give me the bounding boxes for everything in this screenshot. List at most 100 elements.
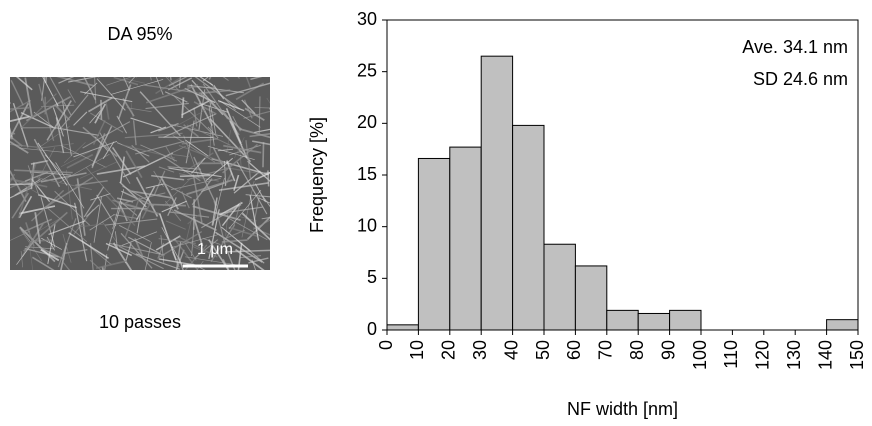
fiber [109,242,165,256]
fiber [225,249,270,253]
fiber [141,202,151,219]
bar [669,309,702,331]
fiber [205,157,233,181]
fiber [10,170,27,203]
fiber [11,192,29,219]
y-axis-title: Frequency [%] [307,117,327,233]
fiber [132,120,137,146]
fiber [226,129,231,154]
x-tick-label: 120 [753,340,773,370]
fiber [93,196,102,243]
fiber [213,200,227,249]
fiber [73,111,88,126]
fiber [24,247,59,258]
fiber [116,115,128,134]
fiber [241,181,255,238]
fiber [83,186,105,218]
fiber [10,173,16,184]
fiber [226,160,236,182]
fiber [184,242,197,261]
fiber [179,173,219,182]
fiber [186,124,231,146]
fiber [37,77,39,78]
fiber [112,242,133,270]
fiber [144,242,152,270]
fiber [41,77,46,101]
fiber [101,266,104,270]
x-tick-label: 30 [470,340,490,360]
fiber [161,200,187,213]
x-tick-label: 90 [658,340,678,360]
image-title: DA 95% [107,24,172,44]
fiber [14,169,73,174]
fiber [165,146,176,162]
fiber [122,77,131,91]
fiber [209,118,252,163]
fiber [219,201,243,216]
fiber [48,220,86,235]
bar [417,157,451,331]
fiber [220,226,251,252]
fiber [264,172,270,174]
fiber [237,242,243,270]
fiber [202,237,221,245]
y-tick-label: 20 [357,112,377,132]
image-caption: 10 passes [99,312,181,332]
fiber [96,78,126,111]
fiber [241,99,256,115]
fiber [130,117,162,129]
fiber [139,91,181,137]
fiber [23,211,68,252]
fiber [213,84,225,100]
fiber [160,145,186,159]
fiber [191,157,206,174]
fiber [20,93,57,129]
fiber [54,104,71,121]
fiber [55,162,85,209]
fiber [32,256,55,270]
fiber [218,182,270,191]
fiber [10,187,33,199]
fiber [140,144,178,162]
fiber [95,260,128,270]
fiber [83,77,97,101]
fiber [24,171,49,182]
fiber [207,126,219,139]
fibers [10,77,270,270]
fiber [212,177,225,226]
fiber [135,186,156,221]
fiber [222,143,259,174]
fiber [12,102,29,148]
fiber [225,82,270,97]
fiber [233,174,240,191]
fiber [239,128,270,139]
fiber [143,84,198,94]
fiber [169,153,190,158]
fiber [191,178,213,206]
fiber [90,193,111,201]
fiber [17,163,37,219]
x-tick-label: 100 [690,340,710,370]
fiber [115,231,118,249]
x-tick-label: 130 [784,340,804,370]
fiber [97,77,100,79]
fiber [42,77,59,107]
fiber [155,77,183,95]
fiber [254,128,270,133]
fiber [192,174,203,223]
fiber [10,107,30,110]
fiber [225,210,229,236]
fiber [44,77,48,84]
x-axis-title: NF width [nm] [567,399,678,419]
x-tick-label: 60 [564,340,584,360]
fiber [18,205,56,215]
fiber [111,146,132,175]
fiber [233,170,261,194]
fiber [183,124,199,138]
fiber [63,142,86,163]
fiber [193,101,217,115]
fiber [168,167,222,178]
fiber [63,248,88,255]
fiber [235,248,265,270]
fiber [237,77,240,79]
